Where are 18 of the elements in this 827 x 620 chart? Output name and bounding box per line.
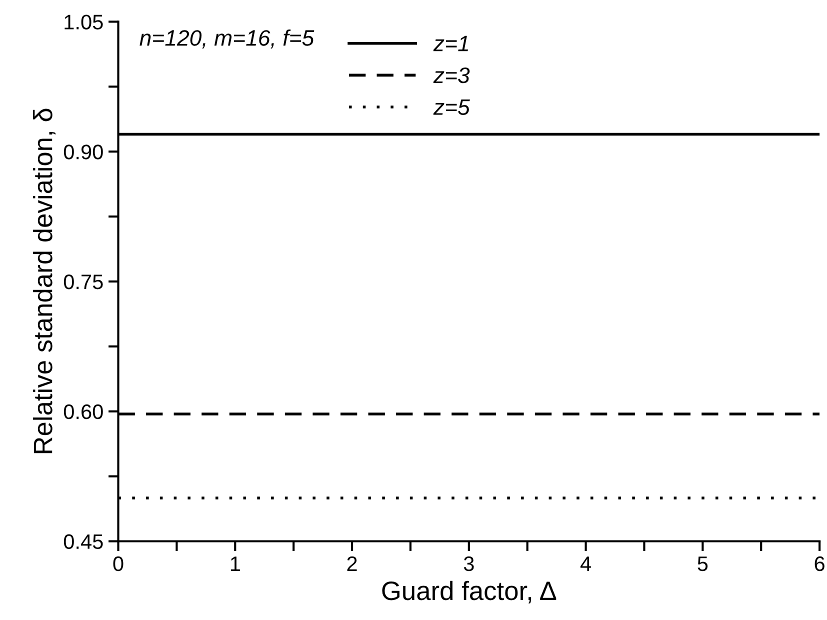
legend-label: z=5 [433,100,470,116]
x-tick-label: 2 [347,556,357,571]
x-tick-label: 5 [698,556,708,572]
x-axis-title: Guard factor, Δ [382,580,556,604]
legend-label: z=1 [433,36,468,52]
x-tick-label: 1 [230,556,240,571]
y-tick-label: 0.90 [64,144,103,160]
legend-label: z=3 [433,67,470,84]
x-tick-label: 6 [814,556,824,572]
x-tick-label: 0 [113,556,124,572]
y-tick-label: 1.05 [64,14,103,30]
y-tick-label: 0.45 [64,534,103,550]
x-tick-label: 3 [464,556,474,572]
x-tick-label: 4 [580,556,591,571]
legend-title: n=120, m=16, f=5 [140,29,314,48]
y-axis-title: Relative standard deviation, δ [32,108,56,454]
y-tick-label: 0.75 [64,274,103,290]
y-tick-label: 0.60 [64,404,103,420]
